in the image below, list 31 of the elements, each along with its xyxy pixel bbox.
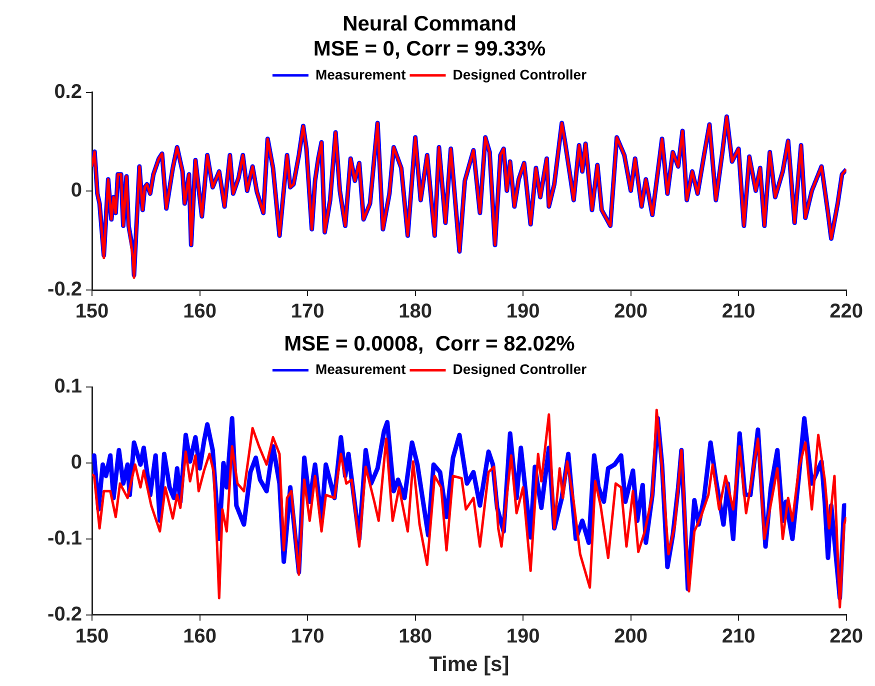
y-tick-label: 0 — [70, 452, 82, 474]
x-tick-label: 210 — [722, 300, 756, 323]
x-tick-label: 150 — [75, 625, 109, 648]
y-tick-label: 0 — [70, 180, 82, 202]
chart-title: Neural Command — [342, 12, 516, 36]
x-axis-title: Time [s] — [429, 653, 510, 676]
y-tick-label: -0.2 — [48, 278, 82, 301]
x-tick-label: 170 — [290, 625, 324, 648]
x-tick-label: 200 — [614, 625, 648, 648]
x-tick-label: 160 — [183, 625, 216, 648]
chart-subtitle: MSE = 0, Corr = 99.33% — [313, 38, 546, 61]
y-tick-label: 0.1 — [54, 376, 82, 398]
y-tick-label: 0.2 — [54, 80, 82, 103]
x-tick-label: 150 — [75, 300, 109, 323]
x-tick-label: 170 — [290, 300, 324, 323]
chart-title: MSE = 0.0008, Corr = 82.02% — [284, 332, 576, 356]
x-tick-label: 180 — [398, 300, 432, 323]
x-tick-label: 180 — [398, 625, 432, 648]
legend-label: Designed Controller — [452, 66, 588, 82]
x-tick-label: 200 — [614, 300, 648, 323]
legend-label: Measurement — [315, 361, 406, 378]
legend-label: Measurement — [315, 66, 406, 82]
x-tick-label: 190 — [506, 625, 540, 648]
x-tick-label: 160 — [183, 300, 216, 323]
legend-label: Designed Controller — [452, 361, 588, 378]
y-tick-label: -0.1 — [48, 527, 82, 550]
x-tick-label: 220 — [830, 625, 864, 648]
x-tick-label: 190 — [506, 300, 540, 323]
x-tick-label: 220 — [830, 300, 864, 323]
y-tick-label: -0.2 — [48, 603, 82, 626]
x-tick-label: 210 — [722, 625, 756, 648]
